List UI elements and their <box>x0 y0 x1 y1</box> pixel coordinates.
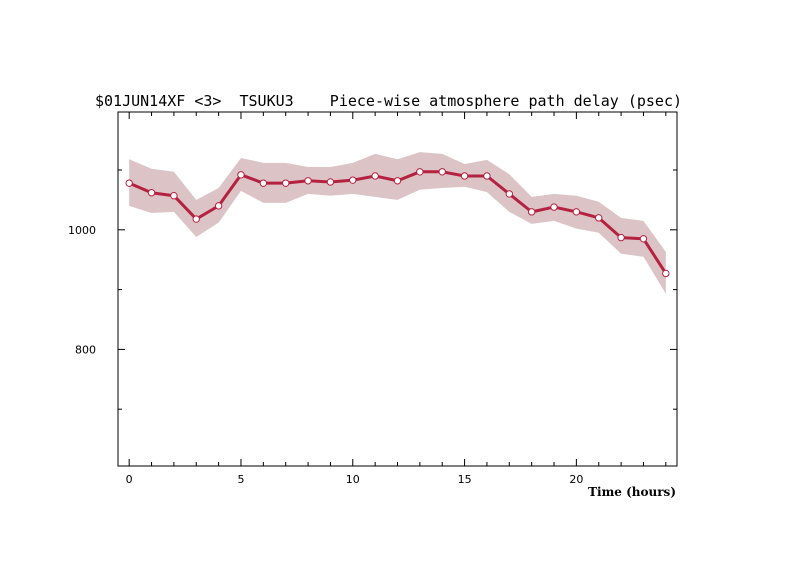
data-point <box>595 214 603 222</box>
x-tick-label: 15 <box>458 473 472 486</box>
x-tick-label: 5 <box>237 473 244 486</box>
series-marker-layer <box>125 168 670 278</box>
uncertainty-band-layer <box>129 152 666 294</box>
data-point <box>304 177 312 185</box>
x-axis-label: Time (hours) <box>588 485 676 499</box>
data-point <box>662 269 670 278</box>
y-tick-label: 1000 <box>68 224 96 237</box>
data-point <box>393 177 402 185</box>
data-point <box>460 172 469 180</box>
data-point <box>349 176 357 184</box>
data-point <box>125 179 133 187</box>
x-tick-label: 0 <box>126 473 133 486</box>
data-point <box>416 168 424 176</box>
data-point <box>505 190 513 198</box>
x-tick-label: 20 <box>569 473 583 486</box>
data-point <box>639 235 648 243</box>
data-point <box>259 179 268 187</box>
data-point <box>147 189 156 197</box>
data-point <box>170 192 178 200</box>
data-point <box>572 208 581 216</box>
x-tick-label: 10 <box>346 473 360 486</box>
data-point <box>192 215 200 223</box>
data-point <box>371 172 379 180</box>
data-point <box>527 208 536 216</box>
data-point <box>237 171 245 179</box>
data-point <box>617 233 625 242</box>
data-point <box>326 178 335 186</box>
chart-title: $01JUN14XF <3> TSUKU3 Piece-wise atmosph… <box>95 92 682 110</box>
data-point <box>438 168 446 176</box>
y-tick-label: 800 <box>75 343 96 356</box>
axis-ticks: 0 5 10 15 20 800 1000 <box>68 112 677 486</box>
data-point <box>214 202 223 210</box>
data-point <box>550 203 558 211</box>
data-point <box>483 172 491 180</box>
uncertainty-band <box>129 152 666 294</box>
data-point <box>282 179 290 187</box>
